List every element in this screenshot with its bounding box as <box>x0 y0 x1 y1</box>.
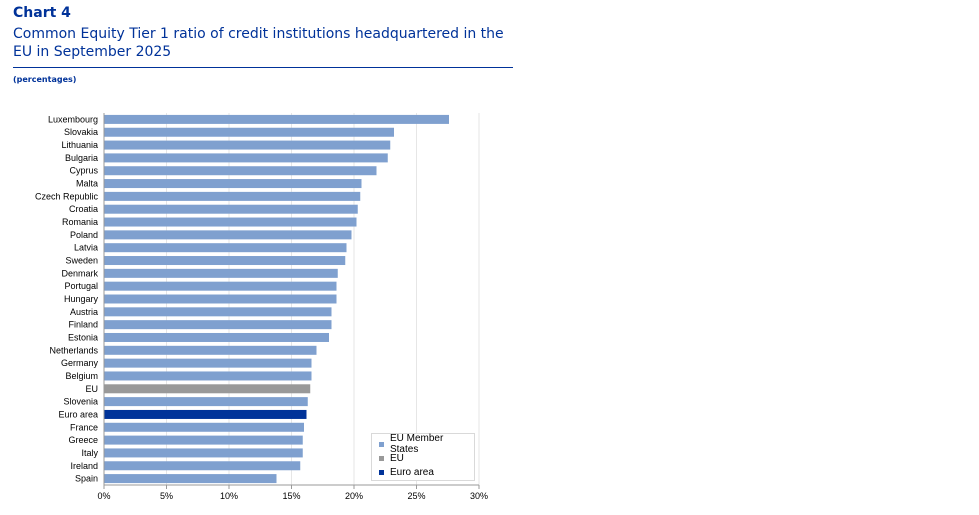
bar-austria <box>104 307 332 317</box>
bar-greece <box>104 435 303 445</box>
category-label-czech-republic: Czech Republic <box>35 191 99 201</box>
category-label-france: France <box>70 422 98 432</box>
bar-romania <box>104 217 357 227</box>
bar-lithuania <box>104 140 391 150</box>
bar-slovakia <box>104 127 394 137</box>
category-label-lithuania: Lithuania <box>61 140 98 150</box>
bar-netherlands <box>104 345 317 355</box>
category-label-poland: Poland <box>70 230 98 240</box>
legend-label-euro-area: Euro area <box>390 466 434 478</box>
bar-portugal <box>104 281 337 291</box>
bar-luxembourg <box>104 114 449 124</box>
bar-slovenia <box>104 397 308 407</box>
x-tick-label-3: 15% <box>282 491 300 501</box>
category-label-slovenia: Slovenia <box>63 397 98 407</box>
legend-label-member-states: EU Member States <box>389 433 444 455</box>
x-axis: 0% 5% 10% 15% 20% 25% 30% <box>97 113 488 501</box>
bar-italy <box>104 448 303 458</box>
legend: EU Member States EU Euro area <box>371 433 475 481</box>
category-label-malta: Malta <box>76 179 98 189</box>
x-tick-label-1: 5% <box>160 491 173 501</box>
chart-number: Chart 4 <box>13 5 71 21</box>
category-label-ireland: Ireland <box>70 461 98 471</box>
bar-eu <box>104 384 311 394</box>
legend-item-member-states: EU Member States <box>379 433 474 455</box>
bar-hungary <box>104 294 337 304</box>
bar-croatia <box>104 204 358 214</box>
bar-germany <box>104 358 312 368</box>
category-label-cyprus: Cyprus <box>69 166 98 176</box>
bar-ireland <box>104 461 301 471</box>
bar-spain <box>104 474 277 484</box>
category-label-portugal: Portugal <box>64 281 98 291</box>
category-label-bulgaria: Bulgaria <box>65 153 98 163</box>
x-tick-label-6: 30% <box>470 491 488 501</box>
bars <box>104 114 449 484</box>
x-tick-label-5: 25% <box>407 491 425 501</box>
bar-france <box>104 422 304 432</box>
category-label-spain: Spain <box>75 474 98 484</box>
x-tick-label-0: 0% <box>97 491 110 501</box>
category-label-finland: Finland <box>68 320 98 330</box>
category-label-luxembourg: Luxembourg <box>48 114 98 124</box>
bar-sweden <box>104 256 346 266</box>
category-labels: Luxembourg Slovakia Lithuania Bulgaria Cypru… <box>35 114 99 483</box>
bar-euro-area <box>104 409 307 419</box>
category-label-denmark: Denmark <box>61 268 98 278</box>
category-label-austria: Austria <box>70 307 98 317</box>
category-label-italy: Italy <box>81 448 98 458</box>
bar-bulgaria <box>104 153 388 163</box>
x-tick-label-2: 10% <box>220 491 238 501</box>
title-divider <box>13 67 513 68</box>
bar-denmark <box>104 268 338 278</box>
category-label-germany: Germany <box>61 358 99 368</box>
x-tick-label-4: 20% <box>345 491 363 501</box>
bar-czech-republic <box>104 191 361 201</box>
category-label-euro-area: Euro area <box>58 409 98 419</box>
bar-poland <box>104 230 352 240</box>
bar-latvia <box>104 243 347 253</box>
legend-swatch-euro-area <box>379 469 384 475</box>
category-label-romania: Romania <box>62 217 98 227</box>
category-label-sweden: Sweden <box>65 256 98 266</box>
category-label-slovakia: Slovakia <box>64 127 98 137</box>
bar-malta <box>104 179 362 189</box>
legend-swatch-eu <box>379 455 384 461</box>
category-label-hungary: Hungary <box>64 294 99 304</box>
bar-estonia <box>104 332 329 342</box>
bar-cyprus <box>104 166 377 176</box>
chart-header: Chart 4 Common Equity Tier 1 ratio of cr… <box>13 5 513 61</box>
category-label-croatia: Croatia <box>69 204 98 214</box>
category-label-netherlands: Netherlands <box>49 345 98 355</box>
category-label-estonia: Estonia <box>68 332 98 342</box>
category-label-greece: Greece <box>68 435 98 445</box>
legend-label-eu: EU <box>390 452 404 464</box>
category-label-eu: EU <box>85 384 98 394</box>
chart-title: Common Equity Tier 1 ratio of credit ins… <box>13 26 504 60</box>
legend-swatch-member-states <box>379 441 384 447</box>
category-label-belgium: Belgium <box>65 371 98 381</box>
legend-item-eu: EU <box>379 452 404 464</box>
legend-item-euro-area: Euro area <box>379 466 434 478</box>
category-label-latvia: Latvia <box>74 243 98 253</box>
bar-finland <box>104 320 332 330</box>
unit-label: (percentages) <box>13 75 77 84</box>
bar-belgium <box>104 371 312 381</box>
